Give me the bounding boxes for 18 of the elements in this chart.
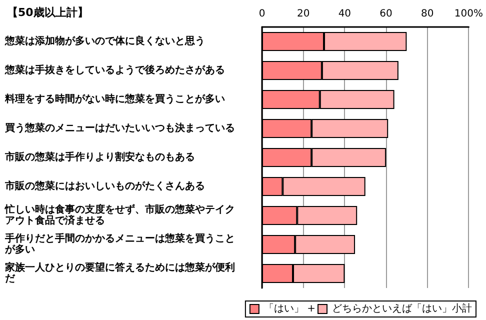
y-tick-label: 買う惣菜のメニューはだいたいいつも決まっている xyxy=(4,122,235,134)
text: 【50歳以上計】 xyxy=(7,6,88,19)
y-tick-label: 料理をする時間がない時に惣菜を買うことが多い xyxy=(4,93,225,105)
x-tick-label: 100% xyxy=(454,8,483,20)
y-tick-label: 家族一人ひとりの要望に答えるためには惣菜が便利だ xyxy=(4,262,235,284)
y-tick-label: 惣菜は手抜きをしているようで後ろめたさがある xyxy=(4,64,225,76)
legend-label: 「はい」 + xyxy=(264,302,316,314)
x-tick-label: 40 xyxy=(338,8,352,20)
x-tick-label: 60 xyxy=(380,8,392,20)
legend-label: どちらかといえば「はい」小計 xyxy=(332,302,472,314)
x-tick-label: 80 xyxy=(420,8,434,20)
y-tick-label: 市販の惣菜は手作りより割安なものもある xyxy=(4,151,195,163)
x-tick-label: 0 xyxy=(258,8,266,20)
y-tick-label: 手作りだと手間のかかるメニューは惣菜を買うことが多い xyxy=(4,232,235,256)
x-tick-label: 20 xyxy=(296,8,310,20)
y-tick-label: 市販の惣菜にはおいしいものがたくさんある xyxy=(4,180,205,192)
y-tick-label: 忙しい時は食事の支度をせず、市販の惣菜やテイクアウト食品で済ませる xyxy=(4,204,235,226)
y-tick-label: 惣菜は添加物が多いので体に良くないと思う xyxy=(4,35,205,47)
